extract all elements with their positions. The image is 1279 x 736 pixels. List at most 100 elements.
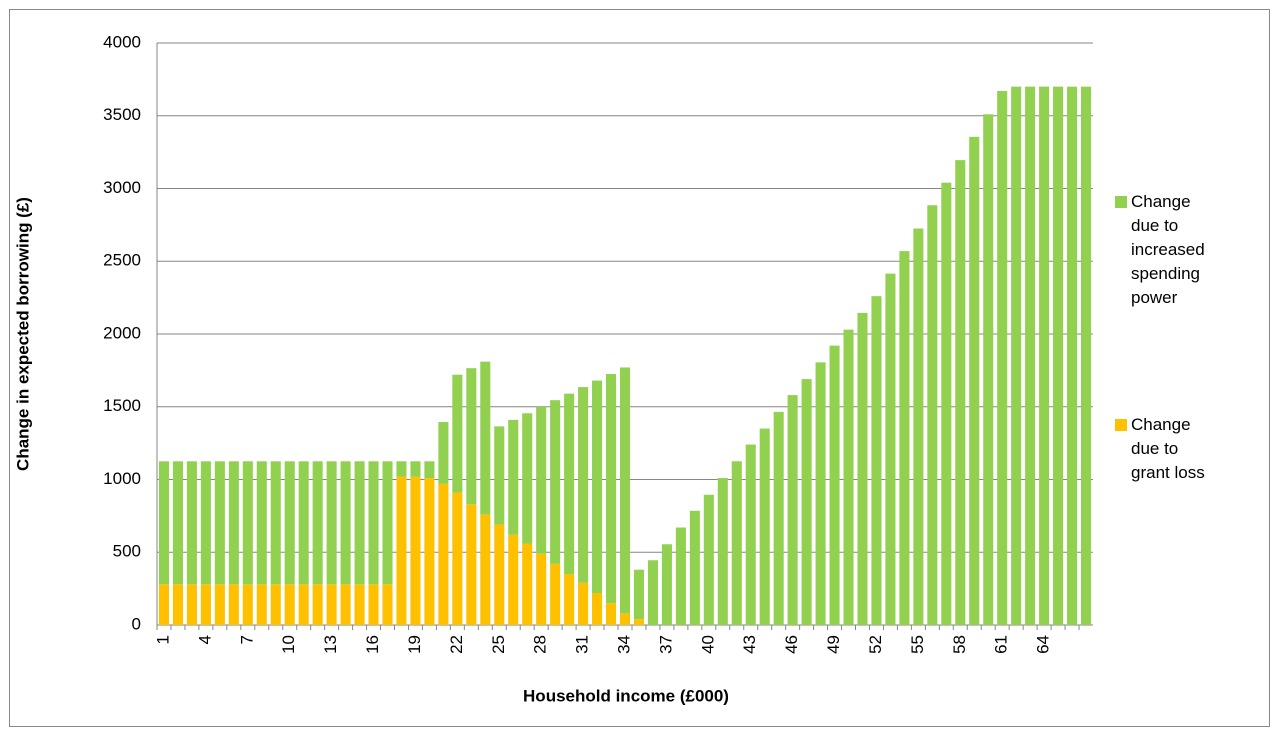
x-tick-label: 4 — [195, 635, 214, 644]
bar — [885, 273, 896, 625]
bar — [1039, 86, 1050, 625]
bar — [200, 584, 211, 625]
bar — [508, 534, 519, 625]
bar — [592, 592, 603, 625]
bar — [158, 461, 170, 585]
bar — [689, 510, 700, 625]
x-tick-label: 25 — [489, 635, 508, 654]
bar — [186, 584, 197, 625]
x-tick-label: 61 — [992, 635, 1011, 654]
y-tick-label: 2500 — [103, 251, 141, 270]
bar — [871, 296, 882, 625]
x-tick-label: 10 — [279, 635, 298, 654]
x-tick-label: 55 — [908, 635, 927, 654]
bar — [1080, 86, 1092, 625]
bar — [424, 478, 435, 625]
x-tick-label: 7 — [237, 635, 256, 644]
bar — [1067, 86, 1078, 625]
bar — [396, 476, 407, 625]
bar — [592, 380, 603, 593]
bar — [158, 584, 170, 625]
bar — [228, 584, 239, 625]
x-tick-label: 34 — [614, 635, 633, 654]
x-tick-label: 37 — [656, 635, 675, 654]
bar — [382, 584, 393, 625]
x-tick-label: 46 — [782, 635, 801, 654]
bar — [214, 584, 225, 625]
bar — [759, 428, 770, 625]
bar — [480, 514, 491, 625]
bar — [298, 461, 309, 585]
x-tick-label: 31 — [573, 635, 592, 654]
bar — [466, 368, 477, 505]
bar — [312, 584, 323, 625]
legend-label: Change due to grant loss — [1131, 415, 1205, 482]
bar — [354, 461, 365, 585]
bar — [1011, 86, 1022, 625]
legend-label: Change due to increased spending power — [1131, 192, 1205, 307]
bar — [661, 544, 672, 625]
x-tick-label: 40 — [698, 635, 717, 654]
x-tick-label: 64 — [1034, 635, 1053, 654]
bar — [633, 569, 644, 620]
bar — [270, 584, 281, 625]
x-axis-title: Household income (£000) — [523, 686, 729, 705]
bar — [284, 584, 295, 625]
bar — [857, 312, 868, 625]
bar — [829, 345, 840, 625]
bar — [997, 91, 1008, 625]
bar — [647, 560, 658, 625]
bar — [214, 461, 225, 585]
y-tick-label: 2000 — [103, 323, 141, 342]
bar — [494, 426, 505, 525]
y-tick-label: 3500 — [103, 105, 141, 124]
bar — [256, 461, 267, 585]
x-tick-label: 49 — [824, 635, 843, 654]
bar — [368, 584, 379, 625]
y-tick-label: 500 — [113, 542, 141, 561]
bar — [564, 393, 575, 575]
bar — [326, 461, 337, 585]
bar — [1053, 86, 1064, 625]
bar — [340, 461, 351, 585]
bar — [815, 362, 826, 625]
x-tick-label: 1 — [153, 635, 172, 644]
y-tick-label: 0 — [132, 614, 141, 633]
y-tick-label: 3000 — [103, 178, 141, 197]
bar — [326, 584, 337, 625]
bar — [619, 613, 631, 625]
y-tick-label: 4000 — [103, 32, 141, 51]
x-tick-label: 13 — [321, 635, 340, 654]
x-tick-label: 22 — [447, 635, 466, 654]
bar — [619, 367, 631, 614]
bar — [494, 524, 505, 625]
bar — [927, 205, 938, 626]
bar — [983, 114, 994, 626]
bar — [522, 543, 533, 625]
bar — [172, 584, 183, 625]
bar — [200, 461, 211, 585]
bar — [452, 374, 463, 493]
legend-item: Change due to increased spending power — [1115, 190, 1213, 310]
bar — [186, 461, 197, 585]
bar — [480, 361, 491, 515]
bar — [606, 603, 617, 625]
bar — [438, 422, 449, 484]
bar — [550, 400, 561, 564]
legend-item: Change due to grant loss — [1115, 413, 1213, 485]
bar — [242, 461, 253, 585]
bar — [1025, 86, 1036, 625]
bar — [410, 461, 421, 477]
bar — [382, 461, 393, 585]
x-tick-label: 16 — [363, 635, 382, 654]
x-tick-label: 19 — [405, 635, 424, 654]
x-tick-label: 52 — [866, 635, 885, 654]
bar — [899, 251, 910, 625]
bar — [773, 411, 784, 625]
bar — [969, 136, 980, 625]
bar — [941, 182, 952, 625]
legend-swatch — [1115, 196, 1127, 208]
bar — [298, 584, 309, 625]
bar — [256, 584, 267, 625]
